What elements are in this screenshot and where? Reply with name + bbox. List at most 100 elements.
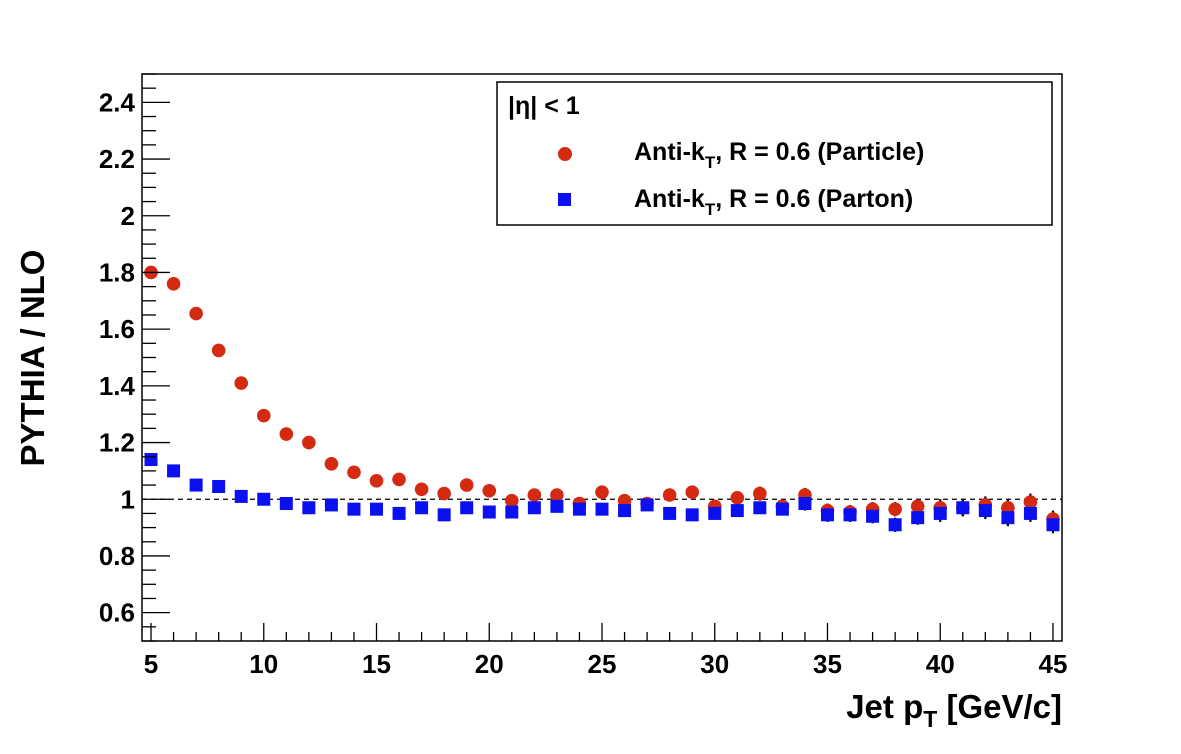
data-point-parton (866, 509, 880, 523)
axis-tick-labels: 5 10 15 20 25 30 35 40 45 0.6 0.8 1 1.2 1.4 1.6 1.8 2 2.2… (99, 87, 1068, 679)
data-point-particle (234, 376, 249, 390)
y-tick-label: 1.6 (99, 314, 135, 344)
data-point-particle (392, 472, 406, 487)
data-point-parton (189, 478, 203, 492)
data-point-parton (888, 518, 902, 532)
data-point-parton (730, 504, 744, 518)
data-point-parton (324, 498, 338, 512)
y-tick-label: 0.6 (99, 598, 135, 628)
data-point-parton (708, 506, 722, 520)
y-tick-label: 1.4 (99, 371, 136, 401)
y-tick-label: 2 (121, 201, 135, 231)
y-tick-label: 2.4 (99, 87, 136, 117)
data-point-parton (370, 502, 384, 516)
data-point-particle (189, 306, 203, 321)
data-point-particle (414, 482, 429, 497)
data-point-particle (730, 491, 745, 505)
legend-label-particle: Anti-kT, R = 0.6 (Particle) (634, 138, 924, 172)
data-point-parton (144, 453, 158, 467)
axis-ticks (142, 73, 1054, 642)
data-point-parton (595, 502, 609, 516)
data-point-particle (505, 493, 519, 508)
data-point-parton (933, 506, 947, 520)
legend-header: |η| < 1 (508, 92, 580, 120)
data-point-parton (843, 508, 857, 522)
data-point-parton (640, 498, 654, 512)
data-point-particle (888, 502, 902, 516)
data-point-particle (1001, 500, 1015, 515)
data-point-parton (550, 499, 564, 513)
data-point-parton (1023, 506, 1037, 520)
x-tick-label: 25 (588, 649, 617, 679)
data-point-parton (437, 508, 451, 522)
data-point-parton (663, 506, 677, 520)
y-tick-label: 1.2 (99, 428, 135, 458)
data-point-parton (482, 505, 496, 519)
data-point-particle (437, 486, 451, 501)
data-point-particle (482, 483, 497, 498)
data-point-particle (369, 474, 384, 488)
legend-marker-parton (558, 193, 571, 206)
data-point-parton (956, 501, 970, 515)
data-point-parton (302, 501, 316, 515)
data-point-parton (505, 505, 519, 519)
data-point-parton (1046, 518, 1060, 532)
x-tick-label: 5 (144, 649, 158, 679)
data-point-parton (572, 502, 586, 516)
y-tick-label: 0.8 (99, 541, 135, 571)
data-point-parton (347, 502, 361, 516)
x-tick-label: 30 (700, 649, 729, 679)
data-point-particle (685, 485, 699, 499)
data-point-parton (392, 506, 406, 520)
legend: |η| < 1 Anti-kT, R = 0.6 (Particle) Anti… (496, 81, 1053, 226)
data-point-particle (279, 427, 294, 441)
x-axis-title: Jet pT [GeV/c] (846, 688, 1062, 732)
data-point-particle (256, 408, 271, 423)
data-point-parton (753, 501, 767, 515)
data-point-parton (415, 501, 429, 515)
data-point-particle (302, 435, 316, 450)
data-point-particle (324, 457, 339, 471)
data-point-particle (211, 343, 226, 358)
data-point-particle (1023, 495, 1038, 509)
data-point-parton (911, 511, 925, 525)
legend-box (496, 81, 1053, 226)
data-point-parton (212, 479, 226, 493)
data-point-particle (662, 488, 677, 502)
data-point-parton (167, 464, 181, 478)
data-point-particle (910, 499, 925, 514)
legend-marker-particle (558, 147, 572, 161)
data-point-parton (685, 508, 699, 522)
data-point-particle (459, 478, 474, 492)
x-tick-label: 10 (249, 649, 278, 679)
y-axis-title: PYTHIA / NLO (14, 250, 51, 467)
data-point-parton (257, 492, 271, 506)
data-point-particle (617, 493, 632, 508)
x-tick-label: 45 (1039, 649, 1068, 679)
data-point-parton (618, 504, 632, 518)
x-tick-label: 40 (926, 649, 955, 679)
data-point-parton (460, 501, 474, 515)
data-point-particle (550, 488, 564, 502)
data-point-parton (798, 497, 812, 511)
data-point-parton (1001, 511, 1015, 525)
x-tick-label: 20 (475, 649, 504, 679)
data-point-parton (279, 497, 293, 511)
data-point-particle (595, 485, 609, 499)
data-point-parton (527, 501, 541, 515)
data-point-parton (234, 489, 248, 503)
y-tick-label: 1.8 (99, 257, 135, 287)
data-point-particle (166, 276, 181, 291)
x-tick-label: 15 (362, 649, 391, 679)
y-tick-label: 1 (121, 484, 135, 514)
x-tick-label: 35 (813, 649, 842, 679)
data-point-particle (347, 465, 361, 480)
marker-layer (144, 265, 1060, 532)
data-point-parton (978, 504, 992, 518)
data-point-particle (753, 486, 767, 501)
legend-label-parton: Anti-kT, R = 0.6 (Parton) (634, 185, 913, 219)
data-point-parton (820, 508, 834, 522)
data-point-particle (527, 488, 542, 502)
data-point-parton (775, 502, 789, 516)
